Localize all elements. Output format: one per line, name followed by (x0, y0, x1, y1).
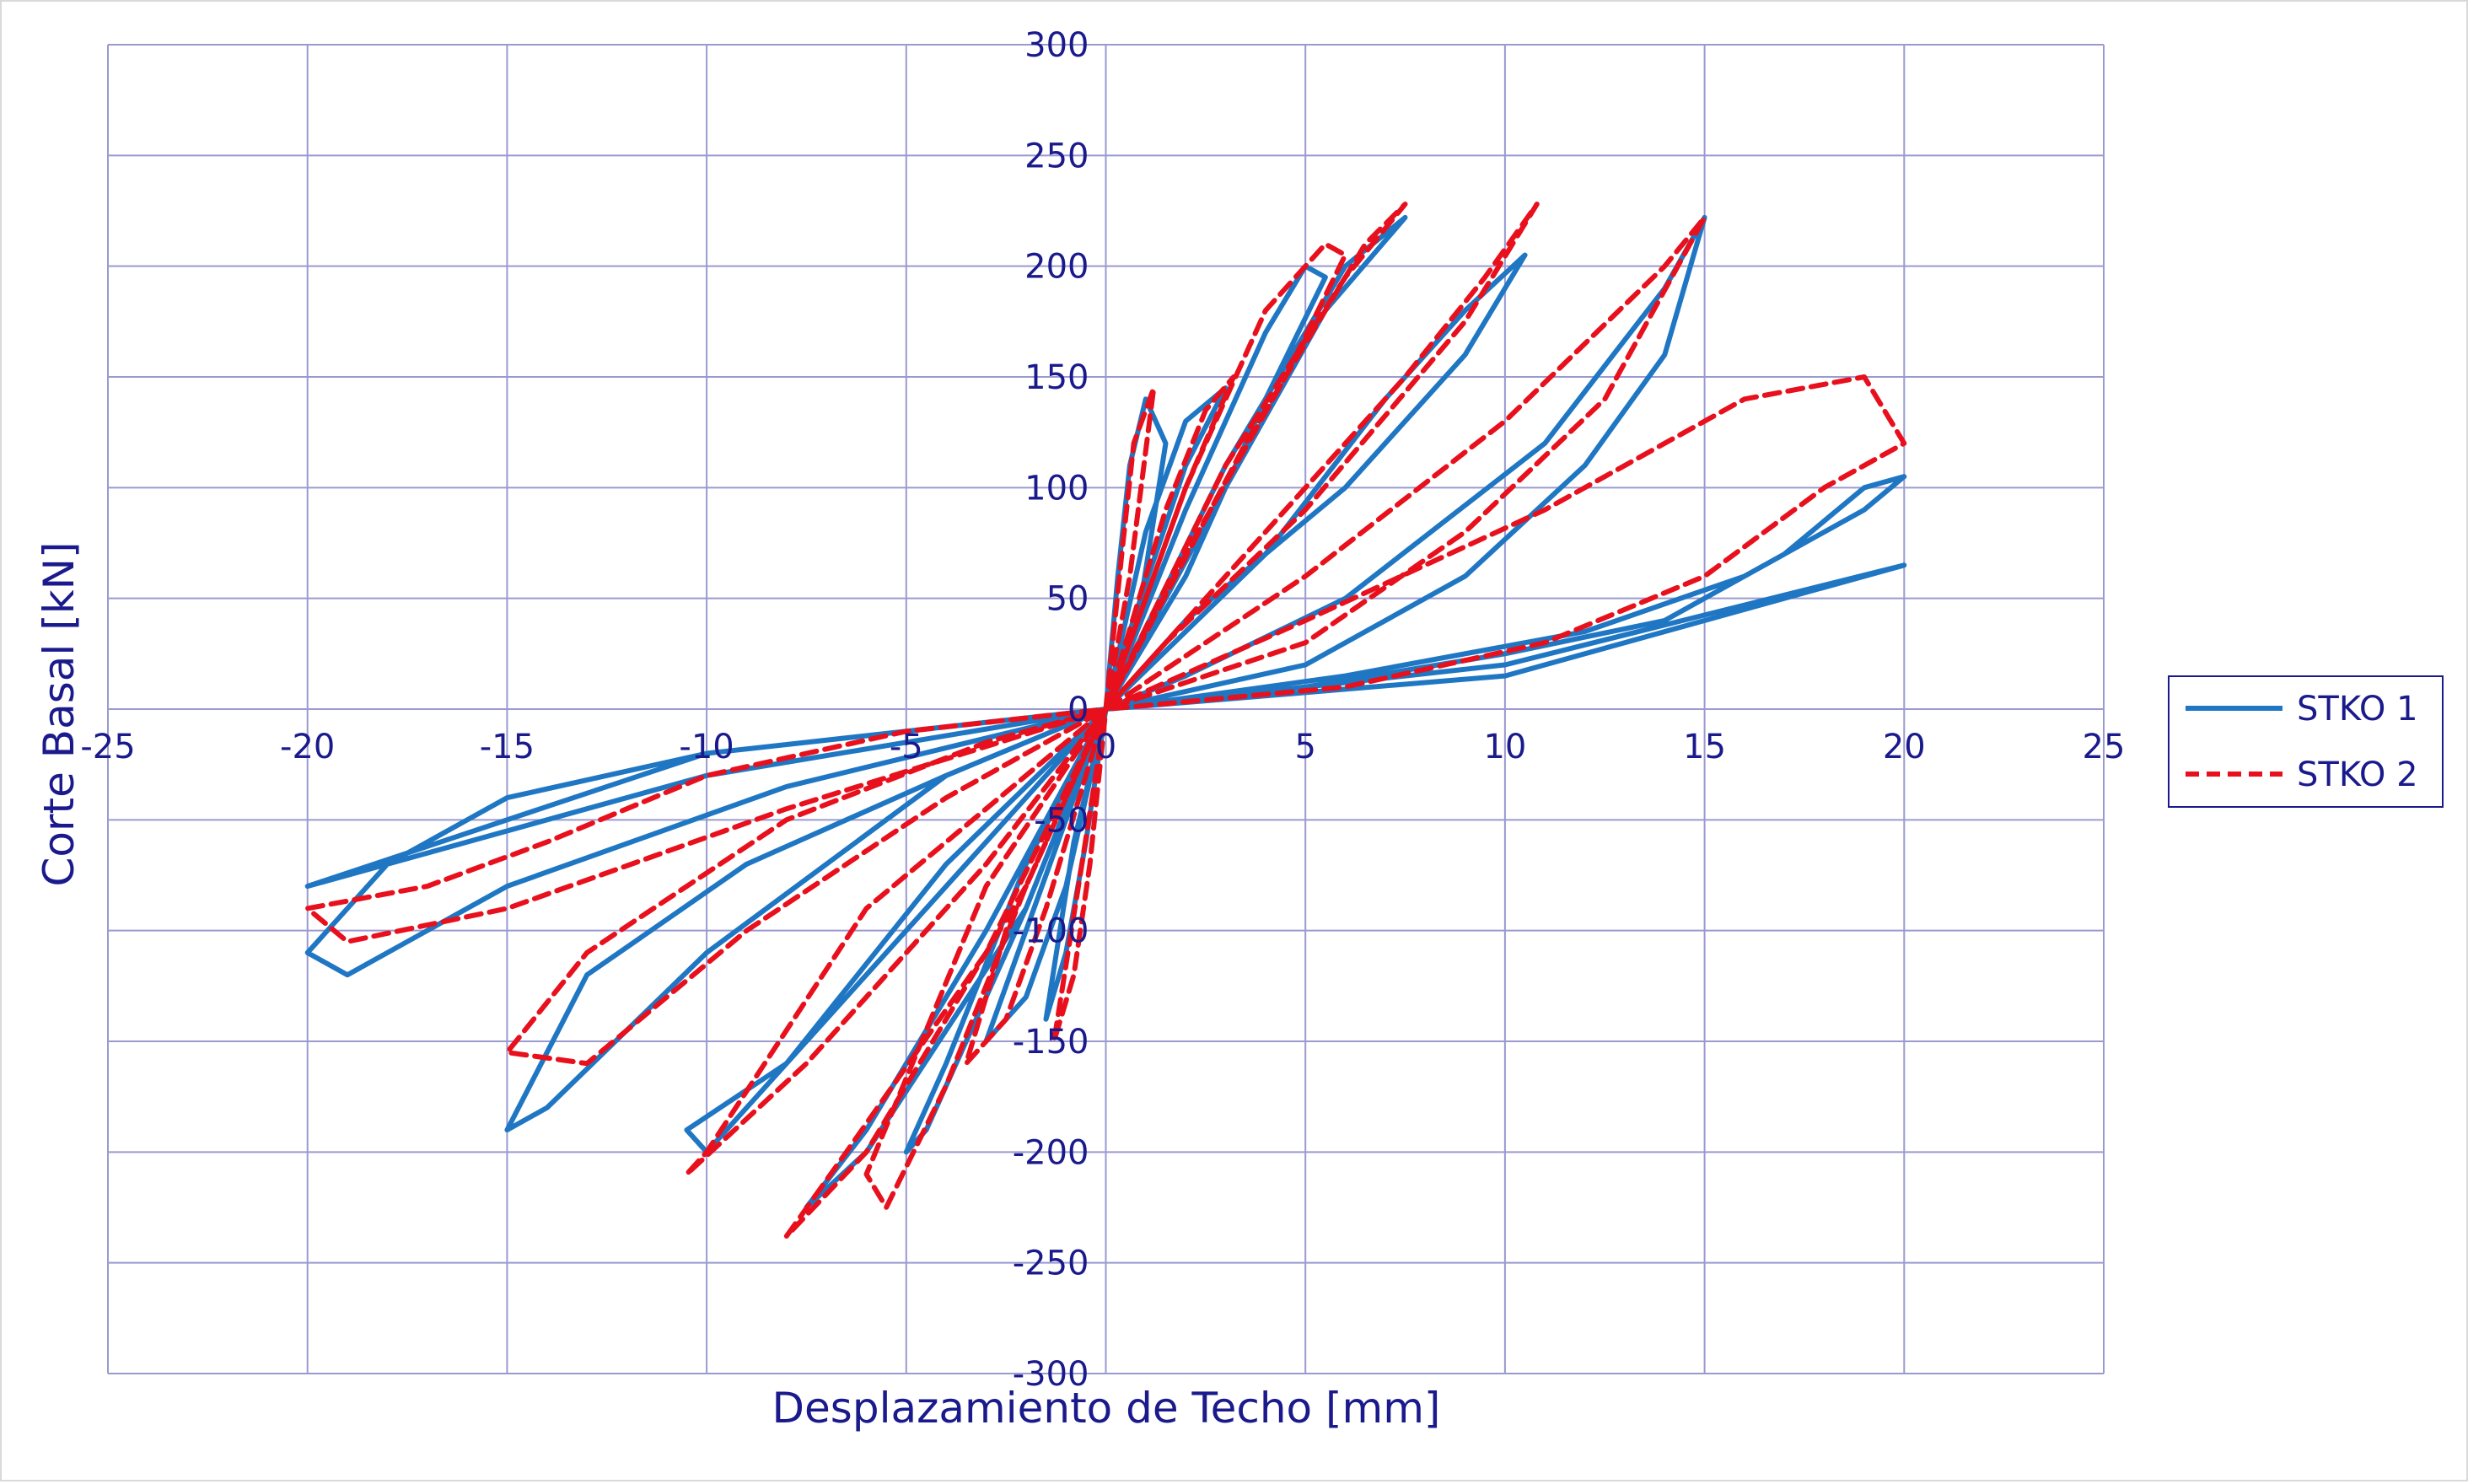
x-tick-label: 25 (2083, 728, 2126, 766)
x-tick-label: 0 (1095, 728, 1116, 766)
y-tick-label: -300 (1013, 1355, 1089, 1394)
x-tick-label: 5 (1294, 728, 1315, 766)
x-tick-label: -5 (890, 728, 923, 766)
tick-labels: -25 -20 -15 -10 -5 0 5 10 15 20 253002502001501005… (80, 26, 2125, 1394)
y-tick-label: -200 (1013, 1133, 1089, 1172)
legend: STKO 1 STKO 2 (2168, 675, 2444, 808)
y-tick-label: 300 (1024, 26, 1089, 65)
x-axis-title: Desplazamiento de Techo [mm] (772, 1384, 1441, 1433)
x-tick-label: -15 (480, 728, 535, 766)
y-tick-label: 150 (1024, 358, 1089, 397)
x-tick-label: 15 (1683, 728, 1726, 766)
y-tick-label: -100 (1013, 912, 1089, 951)
legend-label-stko-1: STKO 1 (2297, 690, 2418, 729)
legend-box (2168, 675, 2444, 808)
x-tick-label: 20 (1883, 728, 1926, 766)
y-tick-label: -150 (1013, 1023, 1089, 1062)
y-tick-label: -50 (1034, 801, 1089, 840)
legend-label-stko-2: STKO 2 (2297, 755, 2418, 794)
series-lines (304, 202, 1907, 1239)
y-tick-label: -250 (1013, 1245, 1089, 1283)
y-tick-label: 250 (1024, 137, 1089, 175)
y-tick-label: 100 (1024, 469, 1089, 508)
y-tick-label: 200 (1024, 248, 1089, 287)
x-tick-label: -25 (80, 728, 135, 766)
y-tick-label: 0 (1067, 691, 1089, 729)
x-tick-label: -20 (280, 728, 335, 766)
x-tick-label: -10 (679, 728, 734, 766)
x-tick-label: 10 (1483, 728, 1526, 766)
y-tick-label: 50 (1046, 580, 1089, 619)
y-axis-title: Corte Basal [kN] (35, 541, 83, 886)
series-line-stko-2 (304, 202, 1907, 1239)
